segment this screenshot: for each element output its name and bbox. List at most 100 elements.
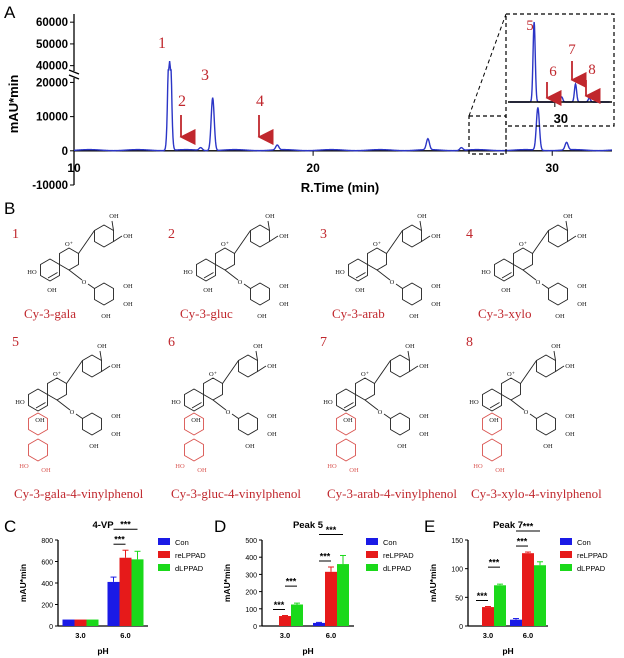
y-tick-label: 40000 [36, 61, 68, 73]
hydroxyl-label: OH [419, 431, 429, 438]
ring-b [238, 354, 258, 378]
bond [529, 413, 537, 419]
hydroxyl-label: OH [355, 287, 365, 294]
legend-swatch [560, 551, 572, 558]
bond [243, 283, 251, 289]
bar [291, 604, 303, 626]
structure-8: O⁺ OH OH HO OH O OH OH OH HO OH [469, 343, 575, 474]
bond [409, 365, 419, 372]
bond [407, 350, 410, 361]
peak-label: 2 [178, 93, 186, 110]
double-bond [191, 402, 202, 409]
significance-label: *** [120, 520, 131, 530]
x-tick-label: 6.0 [120, 631, 130, 640]
glycoside-o-label: O [524, 409, 529, 416]
bond [234, 230, 251, 254]
hydroxyl-label: OH [431, 301, 441, 308]
ring-c [215, 247, 235, 271]
significance-label: *** [517, 537, 528, 547]
bar-chart-4vp: 4-VP 0 200 400 600 800 mAU*min pH 3.0 6.0 *** *** Co… [18, 520, 206, 656]
hydroxyl-label: OH [41, 467, 51, 474]
ring-b [536, 354, 556, 378]
structure-name: Cy-3-arab [332, 306, 385, 321]
hydroxyl-label: OH [253, 343, 263, 350]
hydroxyl-label: HO [183, 269, 193, 276]
legend-label: Con [175, 538, 189, 547]
bar [74, 619, 87, 626]
bar [325, 571, 337, 626]
bond [113, 235, 123, 242]
y-tick-label: 300 [245, 572, 257, 579]
glycoside-o-label: O [238, 279, 243, 286]
phenol-ring [482, 438, 502, 462]
hydroxyl-label: OH [565, 363, 575, 370]
hydroxyl-label: OH [431, 283, 441, 290]
significance-label: *** [114, 535, 125, 545]
y-tick-label: -10000 [32, 180, 68, 192]
bond [565, 220, 568, 231]
bar [534, 565, 546, 626]
peak-label: 4 [256, 93, 264, 110]
pyran-ring [184, 412, 204, 436]
y-tick-label: 400 [41, 581, 53, 588]
bond [532, 230, 549, 254]
pyran-ring [482, 412, 502, 436]
structure-name: Cy-3-gala-4-vinylphenol [14, 486, 144, 501]
ring-c [355, 377, 375, 401]
y-tick-label: 50 [455, 595, 463, 602]
y-tick-label: 200 [245, 590, 257, 597]
pyran-ring [28, 412, 48, 436]
hydroxyl-label: OH [265, 213, 275, 220]
hydroxyl-label: OH [101, 313, 111, 320]
ring-b [402, 224, 422, 248]
ring-b [94, 224, 114, 248]
inset-x-tick-label: 30 [554, 111, 568, 126]
chart-title: 4-VP [92, 520, 114, 531]
bond [553, 350, 556, 361]
bar [62, 619, 75, 626]
hydroxyl-label: OH [565, 431, 575, 438]
hydroxyl-label: OH [111, 363, 121, 370]
hydroxyl-label: OH [267, 413, 277, 420]
ring-c [513, 247, 533, 271]
bond [541, 283, 549, 289]
structure-4: O⁺ OH OH HO OH O OH OH OH [481, 213, 587, 320]
structure-name: Cy-3-gala [24, 306, 76, 321]
bond [56, 399, 71, 411]
y-tick-label: 50000 [36, 39, 68, 51]
hydroxyl-label: HO [323, 399, 333, 406]
legend-swatch [158, 538, 170, 545]
legend-label: Con [383, 538, 397, 547]
bond [520, 360, 537, 384]
legend-swatch [158, 551, 170, 558]
sugar-ring [82, 412, 102, 436]
structure-number: 8 [466, 335, 473, 350]
sugar-ring [250, 282, 270, 306]
bond [87, 283, 95, 289]
hydroxyl-label: OH [111, 431, 121, 438]
bond [224, 269, 239, 281]
hydroxyl-label: OH [349, 467, 359, 474]
bar [482, 607, 494, 626]
ring-b [548, 224, 568, 248]
hydroxyl-label: OH [89, 443, 99, 450]
bond [75, 413, 83, 419]
hydroxyl-label: OH [245, 443, 255, 450]
bond [78, 230, 95, 254]
y-tick-label: 60000 [36, 17, 68, 29]
bond [522, 269, 537, 281]
x-tick-label: 3.0 [75, 631, 85, 640]
bar [279, 616, 291, 626]
y-tick-label: 20000 [36, 77, 68, 89]
x-tick-label: 3.0 [280, 631, 290, 640]
structure-number: 6 [168, 335, 175, 350]
hydroxyl-label: HO [473, 463, 483, 470]
structure-number: 2 [168, 227, 175, 242]
double-bond [343, 402, 354, 409]
y-tick-label: 0 [253, 624, 257, 631]
ring-a [196, 258, 216, 282]
inset-peak-label: 6 [549, 64, 557, 80]
y-tick-label: 600 [41, 560, 53, 567]
hydroxyl-label: OH [417, 213, 427, 220]
ring-c [47, 377, 67, 401]
